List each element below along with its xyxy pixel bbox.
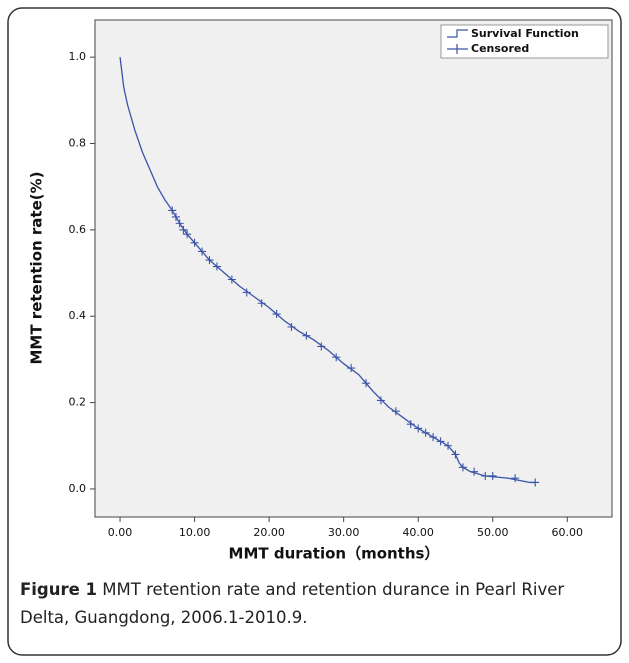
censored-marker [436,437,445,446]
censored-marker [179,225,188,234]
survival-line [119,57,536,484]
censored-marker [470,467,479,476]
censored-marker [511,474,520,483]
y-axis-title: MMT retention rate(%) [28,171,46,364]
censored-marker [347,364,356,373]
censored-marker [272,310,281,319]
caption-text: MMT retention rate and retention durance… [20,580,565,627]
censored-marker [257,299,266,308]
legend: Survival Function Censored [440,24,609,59]
censored-marker [205,256,214,265]
censored-marker [406,420,415,429]
legend-label: Censored [471,42,529,55]
censored-marker [488,471,497,480]
censored-marker [287,323,296,332]
censored-marker [171,212,180,221]
x-tick-label: 40.00 [402,526,434,539]
censored-marker [242,288,251,297]
legend-marker-icon [447,44,468,54]
censored-marker [391,407,400,416]
plot-area [94,19,613,518]
censored-marker [183,230,192,239]
censored-marker [227,275,236,284]
y-tick-label: 0.6 [69,223,87,236]
censored-marker [168,206,177,215]
x-axis-title: MMT duration（months） [229,545,440,563]
censored-marker [414,424,423,433]
y-tick-label: 0.0 [69,482,87,495]
censored-marker [198,247,207,256]
censored-marker [458,463,467,472]
censored-marker [175,219,184,228]
censored-marker [444,441,453,450]
x-tick-label: 30.00 [328,526,360,539]
censored-marker [421,428,430,437]
censored-marker [429,433,438,442]
censored-marker [451,450,460,459]
censored-marker [317,342,326,351]
y-tick-label: 0.4 [69,309,87,322]
y-tick-label: 0.8 [69,136,87,149]
x-tick-label: 10.00 [179,526,211,539]
censored-marker [531,478,540,487]
censored-marker [481,471,490,480]
censored-marker [376,396,385,405]
legend-label: Survival Function [471,27,579,40]
censored-marker [302,331,311,340]
caption-label: Figure 1 [20,580,98,599]
legend-box [440,24,609,59]
y-tick-label: 0.2 [69,396,87,409]
censored-marker [190,238,199,247]
y-tick-label: 1.0 [69,50,87,63]
censored-marker [212,262,221,271]
figure-caption: Figure 1 MMT retention rate and retentio… [20,576,605,632]
x-tick-label: 0.00 [108,526,133,539]
legend-line-icon [447,29,468,38]
x-tick-label: 20.00 [253,526,285,539]
censored-marker [362,379,371,388]
x-tick-label: 60.00 [552,526,584,539]
x-tick-label: 50.00 [477,526,509,539]
censored-marker [332,353,341,362]
